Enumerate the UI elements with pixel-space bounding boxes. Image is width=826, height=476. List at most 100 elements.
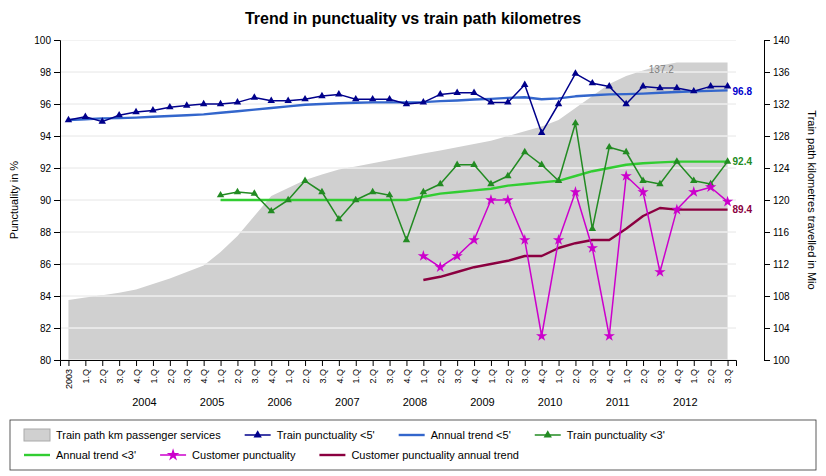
tick: 1.Q	[419, 360, 429, 384]
tick: 2.Q	[571, 360, 581, 384]
tick-mark	[136, 360, 137, 366]
tick: 88	[40, 227, 60, 238]
tick: 3.Q	[656, 360, 666, 384]
tick-mark	[728, 360, 729, 366]
marker	[519, 234, 530, 245]
marker	[268, 207, 275, 213]
annotation: 137.2	[649, 64, 674, 75]
tick-mark	[288, 360, 289, 366]
y-axis-title: Punctuality in %	[8, 161, 20, 239]
tick-mark	[271, 360, 272, 366]
tick-label: 2.Q	[436, 369, 446, 384]
marker	[639, 82, 646, 88]
tick-mark	[406, 360, 407, 366]
tick-label: 84	[40, 291, 52, 302]
marker	[132, 108, 139, 114]
tick-mark	[54, 168, 60, 169]
grid-line	[60, 40, 736, 41]
group-label: 2008	[403, 396, 427, 408]
marker	[386, 191, 393, 197]
marker	[470, 161, 477, 167]
marker	[722, 196, 733, 207]
y2-axis-title: Train path kilometres travelled in Mio	[806, 110, 818, 289]
tick: 4.Q	[267, 360, 277, 384]
tick: 132	[764, 99, 790, 110]
marker	[420, 98, 427, 104]
tick-label: 4.Q	[132, 369, 142, 384]
tick-label: 96	[40, 99, 52, 110]
tick-label: 3.Q	[656, 369, 666, 384]
tick-mark	[204, 360, 205, 366]
marker	[572, 119, 579, 125]
grid-line	[60, 136, 736, 137]
tick: 1.Q	[149, 360, 159, 384]
tick: 92	[40, 163, 60, 174]
tick: 1.Q	[81, 360, 91, 384]
grid-line	[60, 232, 736, 233]
tick: 2.Q	[166, 360, 176, 384]
tick-label: 82	[40, 323, 52, 334]
tick-label: 3.Q	[453, 369, 463, 384]
grid-line	[60, 40, 736, 41]
legend: Train path km passenger services Train pu…	[10, 420, 816, 470]
legend-swatch	[24, 454, 50, 456]
marker	[620, 170, 631, 181]
tick: 3.Q	[453, 360, 463, 384]
marker	[555, 177, 562, 183]
marker	[589, 79, 596, 85]
tick-label: 1.Q	[689, 369, 699, 384]
tick-mark	[237, 360, 238, 366]
marker	[553, 234, 564, 245]
legend-marker	[167, 448, 180, 460]
tick: 82	[40, 323, 60, 334]
tick-mark	[54, 328, 60, 329]
marker	[656, 180, 663, 186]
marker	[183, 101, 190, 107]
legend-label: Train punctuality <5'	[277, 429, 375, 441]
line	[68, 90, 727, 120]
marker	[453, 89, 460, 95]
legend-item: Train punctuality <3'	[535, 429, 665, 441]
tick: 1.Q	[554, 360, 564, 384]
tick-label: 1.Q	[284, 369, 294, 384]
legend-item: Train path km passenger services	[24, 429, 221, 441]
tick-label: 136	[773, 67, 790, 78]
marker	[403, 100, 410, 106]
legend-item: Annual trend <5'	[399, 429, 511, 441]
marker	[82, 113, 89, 119]
marker	[437, 180, 444, 186]
tick-mark	[764, 136, 770, 137]
tick-label: 3.Q	[318, 369, 328, 384]
line	[221, 123, 728, 240]
tick-mark	[119, 360, 120, 366]
marker	[707, 82, 714, 88]
marker	[470, 89, 477, 95]
tick-label: 108	[773, 291, 790, 302]
series	[217, 119, 731, 242]
marker	[671, 204, 682, 215]
axis-line	[61, 361, 737, 367]
tick-label: 90	[40, 195, 52, 206]
tick-label: 140	[773, 35, 790, 46]
tick-label: 86	[40, 259, 52, 270]
marker	[656, 84, 663, 90]
tick-mark	[764, 40, 770, 41]
tick: 136	[764, 67, 790, 78]
tick-mark	[440, 360, 441, 366]
marker	[654, 266, 665, 277]
legend-marker	[254, 430, 262, 437]
plot-area	[60, 40, 736, 360]
tick: 3.Q	[385, 360, 395, 384]
marker	[418, 250, 429, 261]
marker	[234, 98, 241, 104]
marker	[724, 82, 731, 88]
tick-mark	[54, 264, 60, 265]
tick: 3.Q	[182, 360, 192, 384]
tick-label: 100	[34, 35, 51, 46]
marker	[99, 117, 106, 123]
plot-root: 20031.Q2.Q3.Q4.Q1.Q2.Q3.Q4.Q1.Q2.Q3.Q4.Q…	[8, 35, 818, 408]
tick-mark	[575, 360, 576, 366]
tick-mark	[660, 360, 661, 366]
marker	[352, 95, 359, 101]
marker	[587, 242, 598, 253]
